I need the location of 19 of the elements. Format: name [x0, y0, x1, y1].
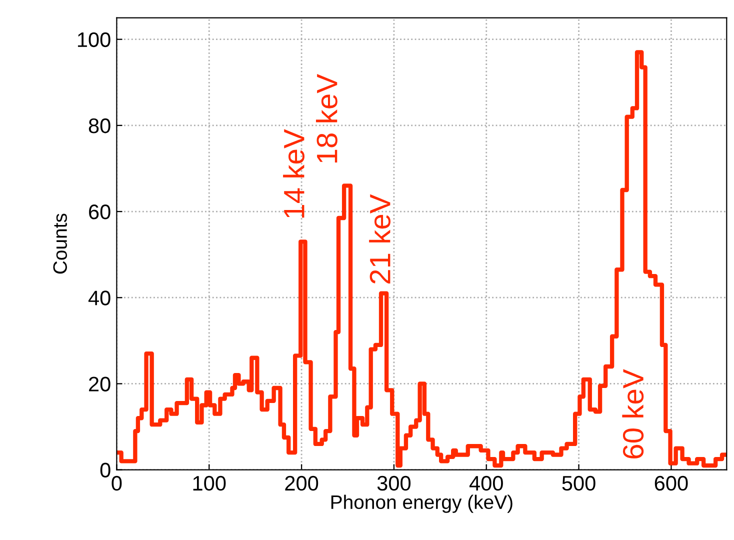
annotation: 18 keV — [316, 74, 338, 162]
y-tick-label: 80 — [88, 118, 110, 134]
x-tick-label: 100 — [193, 476, 226, 491]
x-tick-label: 200 — [285, 476, 318, 491]
x-tick-label: 600 — [654, 476, 688, 491]
x-tick-label: 0 — [112, 476, 122, 491]
annotation: 60 keV — [622, 369, 644, 458]
x-tick-label: 300 — [377, 476, 411, 491]
x-tick-label: 500 — [562, 476, 596, 491]
y-tick-label: 60 — [89, 204, 110, 220]
y-tick-label: 0 — [100, 462, 110, 478]
x-tick-label: 400 — [469, 476, 503, 491]
y-tick-label: 20 — [89, 376, 110, 392]
y-tick-label: 40 — [88, 290, 110, 306]
x-axis-title: Phonon energy (keV) — [331, 494, 512, 513]
y-tick-label: 100 — [78, 32, 110, 48]
y-axis-title: Counts — [53, 214, 67, 274]
annotation: 21 keV — [369, 194, 390, 284]
annotation: 14 keV — [283, 129, 304, 218]
